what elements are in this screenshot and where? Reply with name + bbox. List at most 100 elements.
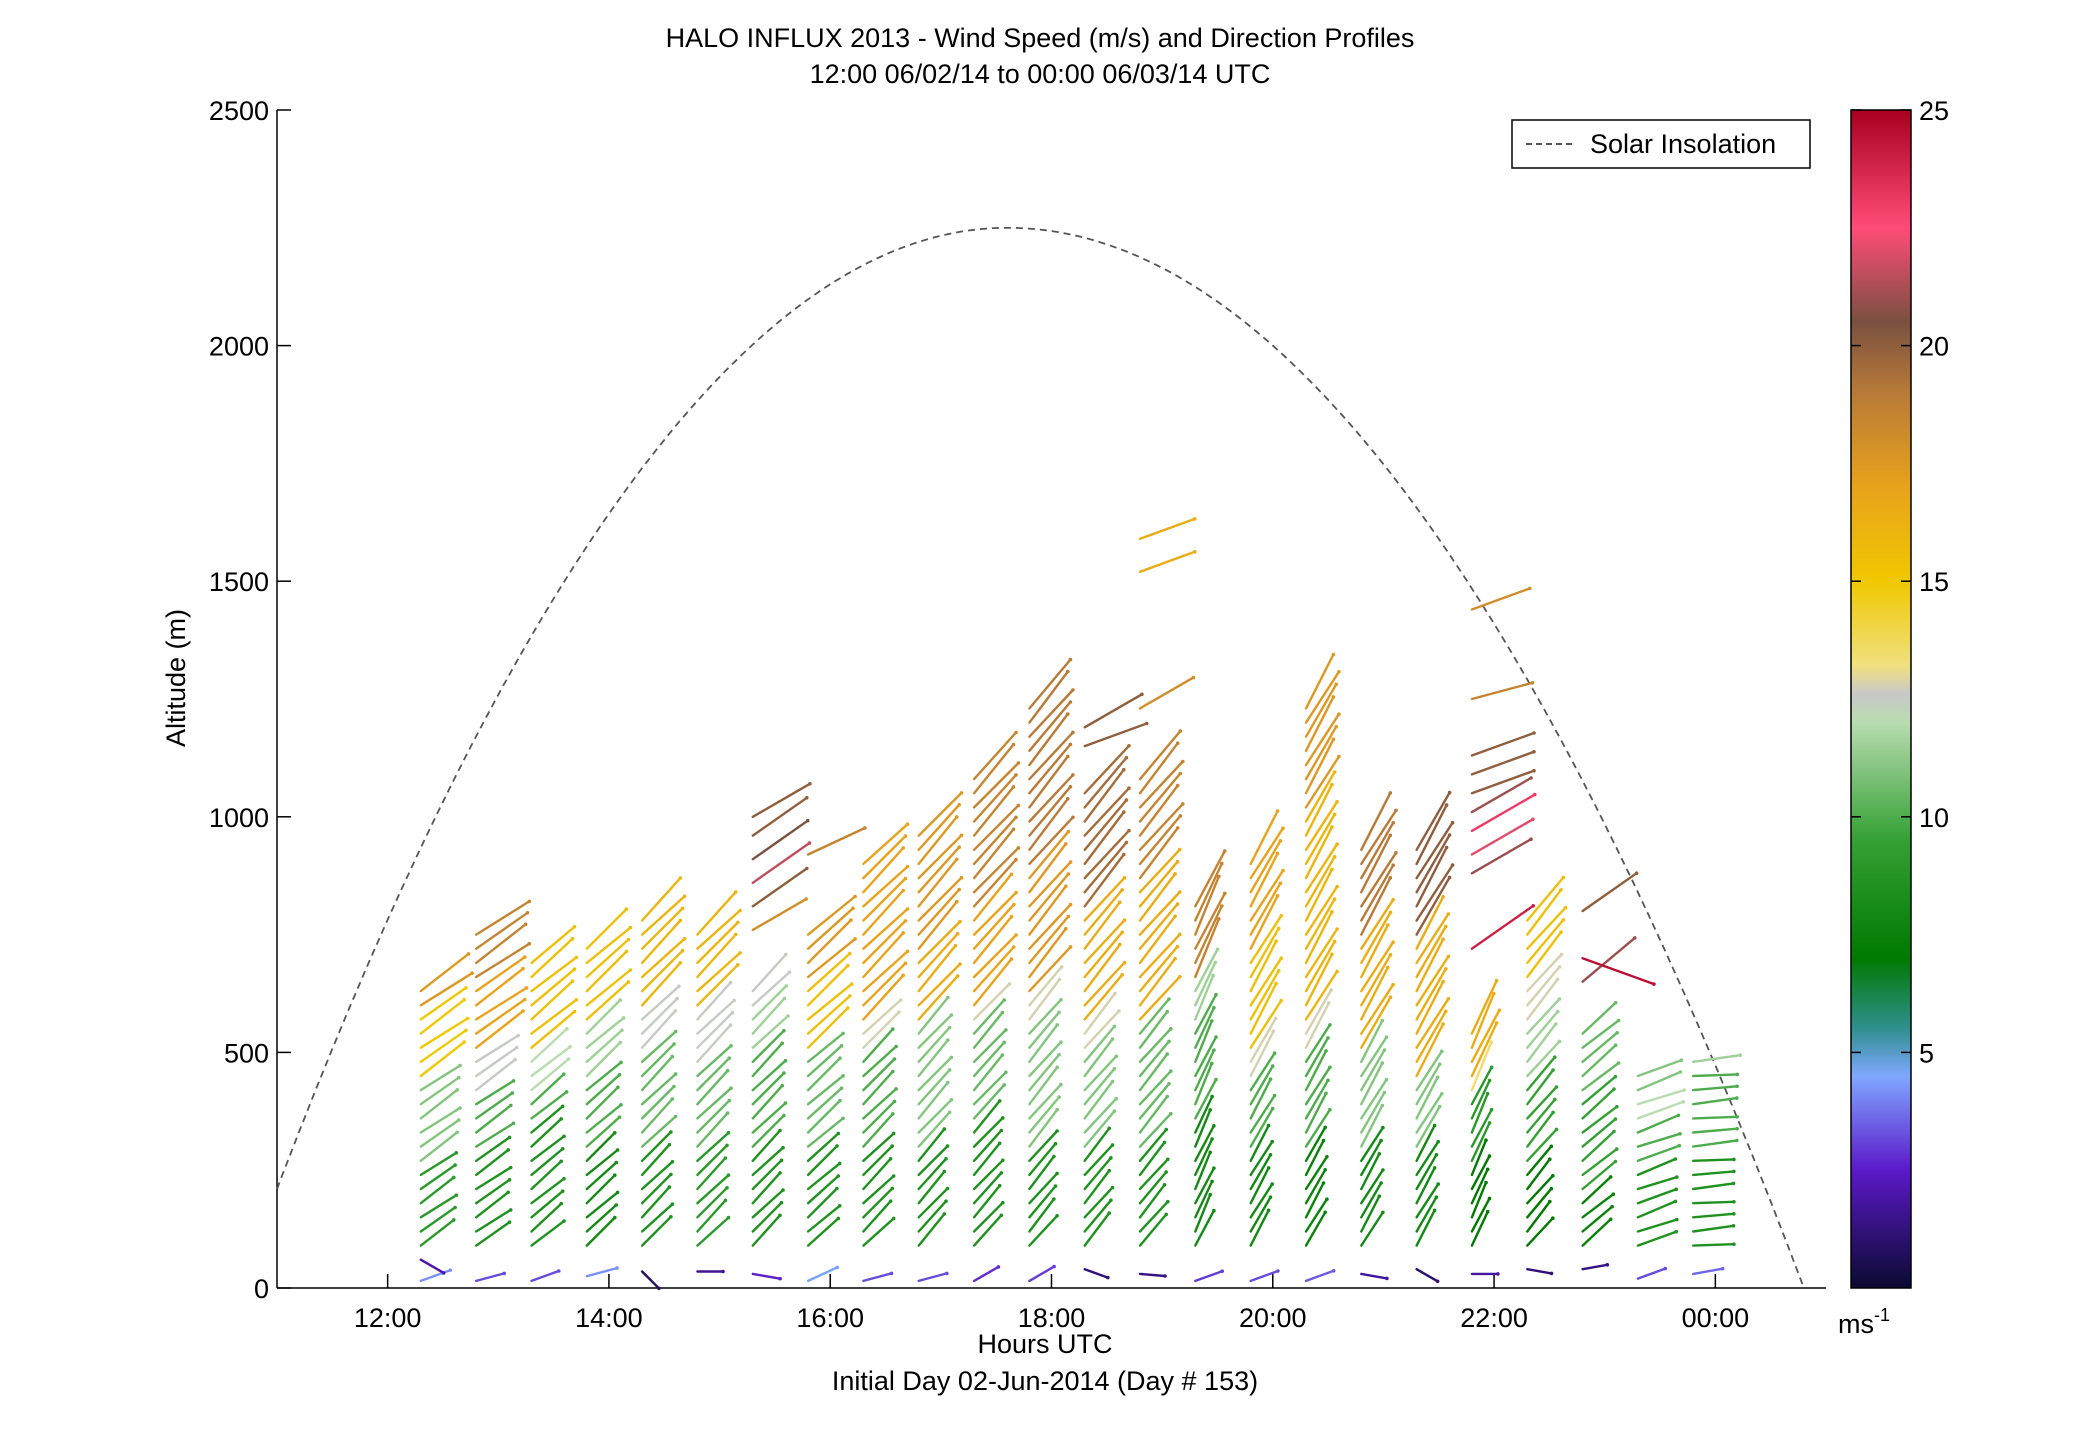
wind-barb	[475, 1136, 511, 1163]
wind-barb-tip	[1447, 875, 1452, 880]
wind-barb-tip	[1634, 871, 1639, 875]
wind-barb	[1304, 855, 1336, 908]
wind-barb-tip	[890, 1144, 894, 1148]
wind-barb	[1083, 853, 1126, 908]
wind-barb-tip	[1673, 1157, 1678, 1161]
wind-barb	[1028, 700, 1072, 752]
wind-barb	[1138, 860, 1179, 908]
wind-barb-tip	[1066, 669, 1070, 674]
wind-barb	[917, 1187, 949, 1219]
wind-barb-tip	[1337, 754, 1341, 759]
wind-barb	[917, 1199, 948, 1233]
wind-barb	[972, 915, 1013, 965]
wind-barb-tip	[804, 897, 808, 901]
wind-barb	[475, 986, 528, 1021]
wind-barb-tip	[786, 1014, 790, 1018]
wind-profile-5	[696, 890, 742, 1274]
wind-barb-tip	[615, 1266, 619, 1270]
wind-barb	[751, 1129, 782, 1163]
wind-barb-tip	[1332, 939, 1337, 944]
wind-profile-20	[1526, 875, 1568, 1276]
wind-barb-tip	[1549, 1144, 1554, 1149]
wind-barb	[1138, 676, 1195, 710]
wind-barb	[1581, 957, 1656, 986]
wind-barb-tip	[733, 932, 738, 937]
wind-barb-tip	[1275, 894, 1280, 898]
wind-barb-tip	[1193, 517, 1197, 521]
wind-barb-tip	[1332, 812, 1337, 817]
wind-barb-tip	[562, 1134, 566, 1139]
wind-barb-tip	[1066, 829, 1071, 834]
wind-barb-tip	[888, 1199, 893, 1203]
wind-barb-tip	[837, 1204, 842, 1208]
wind-barb-tip	[1435, 1279, 1440, 1284]
wind-barb-tip	[1113, 991, 1117, 996]
wind-barb	[806, 982, 853, 1021]
wind-barb-tip	[1193, 550, 1197, 554]
wind-barb-tip	[617, 1115, 622, 1119]
wind-barb-tip	[1557, 1039, 1562, 1044]
wind-barb	[1194, 1124, 1216, 1163]
wind-barb	[1470, 1168, 1489, 1205]
wind-barb-tip	[1055, 1023, 1059, 1027]
wind-barb	[640, 949, 684, 993]
wind-barb	[1360, 1019, 1384, 1064]
wind-barb	[972, 858, 1018, 908]
wind-barb	[1028, 1197, 1056, 1233]
wind-barb	[1304, 755, 1341, 809]
wind-barb-tip	[1324, 1091, 1328, 1096]
wind-barb	[1691, 1182, 1735, 1191]
wind-barb	[972, 1184, 1001, 1219]
wind-barb	[1581, 1175, 1612, 1205]
wind-barb-tip	[1068, 657, 1073, 662]
wind-barb	[1138, 1010, 1169, 1049]
wind-barb-tip	[1735, 1126, 1739, 1131]
wind-barb	[862, 1045, 898, 1078]
wind-barb-tip	[1328, 1107, 1332, 1112]
wind-barb	[751, 1146, 785, 1177]
wind-barb-tip	[1014, 890, 1018, 895]
wind-barb	[530, 1010, 576, 1049]
wind-barb-tip	[1678, 1070, 1683, 1074]
wind-barb-tip	[1122, 876, 1127, 880]
wind-barb	[530, 937, 574, 979]
wind-barb-tip	[945, 1144, 950, 1148]
wind-barb-tip	[1388, 953, 1393, 957]
wind-barb	[917, 1068, 951, 1106]
wind-barb	[530, 1105, 564, 1134]
wind-barb	[1691, 1073, 1739, 1078]
wind-barb-tip	[1064, 884, 1068, 889]
x-tick-label: 20:00	[1239, 1303, 1307, 1333]
wind-barb	[1249, 839, 1282, 894]
wind-barb-tip	[1494, 1021, 1499, 1025]
wind-barb-tip	[562, 1219, 566, 1223]
wind-barb	[475, 1046, 518, 1078]
wind-barb-tip	[1055, 1065, 1059, 1070]
wind-barb	[1028, 885, 1068, 936]
wind-barb-tip	[614, 1160, 618, 1165]
wind-barb-tip	[848, 951, 852, 956]
wind-profile-21	[1581, 871, 1656, 1271]
wind-barb-tip	[1554, 1127, 1559, 1132]
wind-barb-tip	[615, 1190, 620, 1195]
wind-barb-tip	[574, 955, 579, 960]
wind-barb	[751, 971, 791, 1007]
wind-barb	[972, 1159, 1004, 1191]
wind-barb-tip	[1561, 875, 1566, 880]
wind-barb	[1415, 1182, 1440, 1219]
wind-barb	[1028, 872, 1070, 922]
wind-profile-2	[530, 925, 579, 1283]
wind-barb-tip	[670, 1202, 675, 1206]
wind-barb-tip	[1484, 1180, 1488, 1185]
wind-barb-tip	[726, 1131, 731, 1135]
wind-profile-18	[1415, 790, 1455, 1284]
wind-barb	[862, 1070, 894, 1106]
wind-barb-tip	[839, 1086, 844, 1090]
wind-barb	[1083, 744, 1131, 795]
wind-barb	[1304, 1108, 1332, 1148]
wind-barb-tip	[1208, 1108, 1212, 1112]
colorbar-fill	[1850, 109, 1912, 1289]
wind-barb-tip	[675, 996, 679, 1001]
wind-barb	[1415, 1010, 1448, 1064]
wind-barb	[696, 1173, 730, 1205]
